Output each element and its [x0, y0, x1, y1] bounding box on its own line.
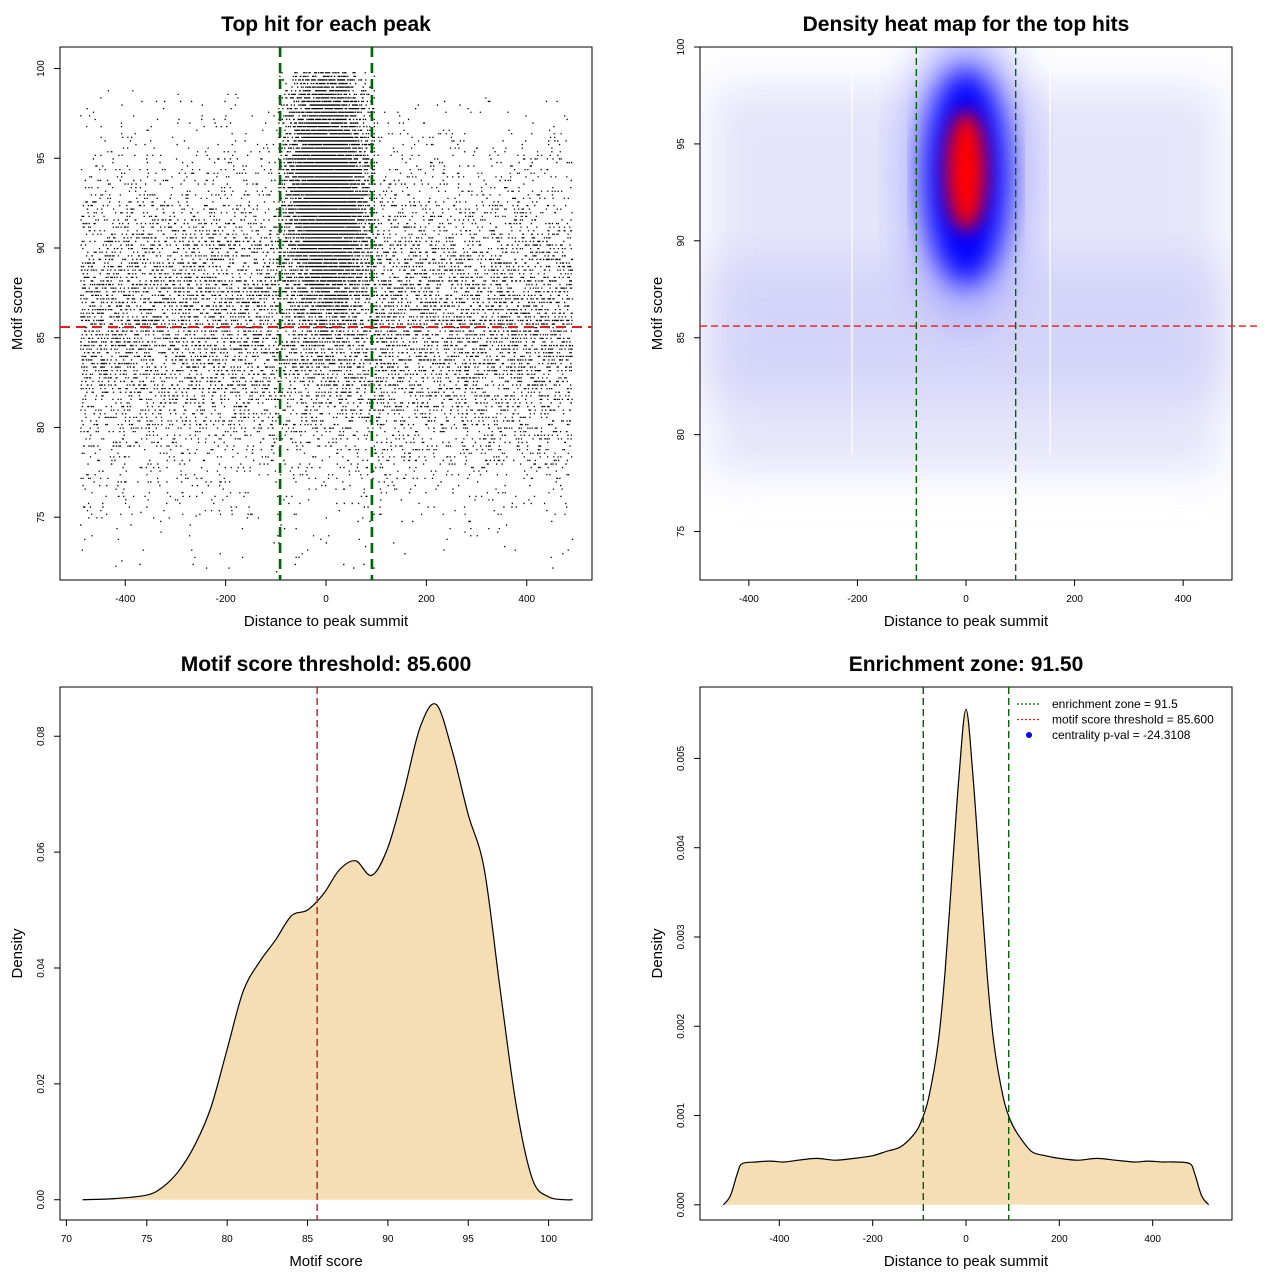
y-tick-label: 95 — [36, 152, 47, 164]
x-tick-label: 0 — [963, 594, 969, 605]
density-curve — [82, 703, 573, 1201]
y-tick-label: 90 — [36, 242, 47, 254]
x-axis-label: Distance to peak summit — [244, 613, 409, 630]
panel-score-density: Motif score threshold: 85.600 Motif score… — [9, 653, 593, 1270]
x-tick-label: -200 — [847, 594, 867, 605]
panel-scatter: Top hit for each peak Distance to peak su… — [9, 13, 593, 630]
density-curve — [722, 708, 1210, 1206]
x-axis-label: Motif score — [289, 1253, 362, 1270]
y-tick-label: 80 — [36, 421, 47, 433]
x-tick-label: 400 — [518, 594, 535, 605]
y-tick-label: 100 — [676, 38, 687, 55]
x-tick-label: 70 — [61, 1234, 73, 1245]
y-tick-label: 85 — [36, 332, 47, 344]
x-tick-label: 85 — [302, 1234, 314, 1245]
x-tick-label: 0 — [963, 1234, 969, 1245]
x-tick-label: 400 — [1175, 594, 1192, 605]
y-tick-label: 95 — [676, 138, 687, 150]
x-tick-label: 100 — [540, 1234, 557, 1245]
x-tick-label: -200 — [216, 594, 236, 605]
y-axis-label: Density — [9, 928, 26, 979]
y-tick-label: 0.001 — [676, 1103, 687, 1128]
legend: enrichment zone = 91.5 motif score thresh… — [1017, 697, 1214, 742]
x-tick-label: 90 — [382, 1234, 394, 1245]
y-tick-label: 0.02 — [36, 1074, 47, 1094]
y-tick-label: 0.004 — [676, 835, 687, 860]
density-area — [723, 709, 1209, 1205]
x-tick-label: -400 — [115, 594, 135, 605]
x-tick-label: 75 — [141, 1234, 153, 1245]
x-tick-label: 200 — [1066, 594, 1083, 605]
y-tick-label: 0.06 — [36, 842, 47, 862]
x-tick-label: -400 — [739, 594, 759, 605]
heatmap-red-peak — [946, 111, 986, 232]
x-tick-label: -400 — [769, 1234, 789, 1245]
y-tick-label: 0.003 — [676, 924, 687, 949]
y-axis-label: Motif score — [649, 277, 666, 350]
x-axis-label: Distance to peak summit — [884, 613, 1049, 630]
x-axis-label: Distance to peak summit — [884, 1253, 1049, 1270]
x-tick-label: 200 — [418, 594, 435, 605]
y-tick-label: 75 — [676, 526, 687, 538]
y-tick-label: 90 — [676, 235, 687, 247]
panel-distance-density: Enrichment zone: 91.50 Distance to peak s… — [649, 653, 1233, 1270]
legend-label: enrichment zone = 91.5 — [1052, 697, 1178, 711]
y-tick-label: 0.005 — [676, 745, 687, 770]
legend-marker — [1026, 732, 1032, 738]
y-tick-label: 75 — [36, 511, 47, 523]
plot-frame — [59, 686, 593, 1221]
x-tick-label: 200 — [1051, 1234, 1068, 1245]
x-tick-label: 0 — [323, 594, 329, 605]
chart-title: Density heat map for the top hits — [803, 13, 1130, 36]
y-tick-label: 85 — [676, 332, 687, 344]
scatter-points — [80, 72, 574, 573]
chart-title: Top hit for each peak — [221, 13, 431, 36]
y-axis-label: Density — [649, 928, 666, 979]
panel-heatmap: Density heat map for the top hits Distanc… — [649, 13, 1259, 630]
y-tick-label: 0.04 — [36, 958, 47, 978]
x-tick-label: 95 — [463, 1234, 475, 1245]
y-tick-label: 0.002 — [676, 1013, 687, 1038]
density-area — [82, 703, 573, 1200]
y-tick-label: 100 — [36, 60, 47, 77]
y-axis-label: Motif score — [9, 277, 26, 350]
legend-label: motif score threshold = 85.600 — [1052, 713, 1214, 727]
y-tick-label: 80 — [676, 429, 687, 441]
chart-title: Motif score threshold: 85.600 — [181, 653, 472, 676]
heatmap-layer — [700, 47, 1232, 580]
x-tick-label: -200 — [863, 1234, 883, 1245]
scatter-point-cloud — [80, 72, 574, 573]
chart-title: Enrichment zone: 91.50 — [849, 653, 1084, 676]
y-tick-label: 0.08 — [36, 726, 47, 746]
legend-label: centrality p-val = -24.3108 — [1052, 728, 1191, 742]
y-tick-label: 0.00 — [36, 1190, 47, 1210]
y-tick-label: 0.000 — [676, 1192, 687, 1217]
x-tick-label: 80 — [222, 1234, 234, 1245]
x-tick-label: 400 — [1144, 1234, 1161, 1245]
